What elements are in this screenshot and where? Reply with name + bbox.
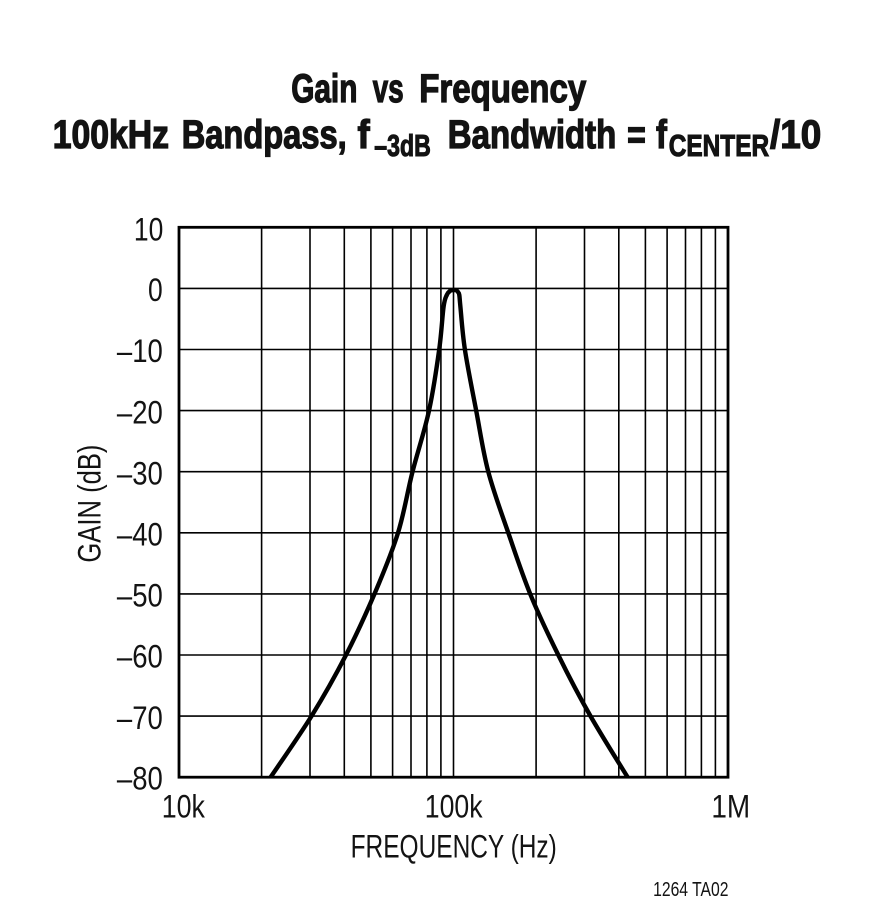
svg-text:–50: –50 [117, 578, 163, 614]
svg-text:100kHz: 100kHz [53, 113, 169, 157]
svg-text:100k: 100k [425, 789, 484, 825]
svg-text:–30: –30 [117, 455, 163, 491]
svg-text:Frequency: Frequency [419, 67, 587, 111]
svg-text:0: 0 [148, 272, 163, 308]
svg-text:Gain: Gain [291, 67, 357, 111]
svg-text:–80: –80 [117, 761, 163, 797]
svg-text:Bandpass,: Bandpass, [182, 113, 347, 157]
svg-text:vs: vs [373, 67, 404, 111]
svg-text:1M: 1M [711, 789, 750, 825]
svg-text:GAIN (dB): GAIN (dB) [72, 445, 108, 563]
svg-text:FREQUENCY (Hz): FREQUENCY (Hz) [351, 829, 557, 865]
svg-text:f: f [656, 113, 667, 157]
svg-text:1264 TA02: 1264 TA02 [653, 879, 728, 901]
svg-text:CENTER: CENTER [669, 128, 769, 163]
svg-text:–20: –20 [117, 394, 163, 430]
svg-text:Bandwidth: Bandwidth [448, 113, 617, 157]
svg-text:–60: –60 [117, 639, 163, 675]
svg-text:–40: –40 [117, 517, 163, 553]
svg-text:/10: /10 [770, 113, 821, 157]
svg-text:–3dB: –3dB [374, 128, 431, 163]
svg-text:f: f [358, 113, 371, 157]
svg-text:=: = [627, 113, 646, 157]
svg-text:–10: –10 [117, 333, 163, 369]
svg-text:10k: 10k [162, 789, 206, 825]
svg-text:–70: –70 [117, 700, 163, 736]
svg-text:10: 10 [134, 211, 163, 247]
